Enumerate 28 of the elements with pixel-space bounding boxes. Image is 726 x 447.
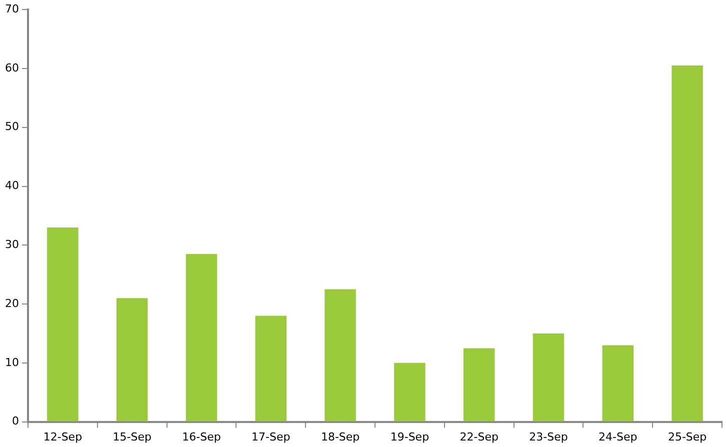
bar [47,227,78,422]
bar [324,289,356,422]
x-tick-label: 16-Sep [182,430,221,444]
x-tick-label: 25-Sep [668,430,707,444]
bar [116,298,148,422]
x-tick-label: 23-Sep [529,430,568,444]
x-tick-label: 15-Sep [112,430,152,444]
y-tick-label: 10 [4,356,19,369]
bar [463,348,495,422]
x-tick-label: 12-Sep [43,430,82,444]
bar [186,254,218,422]
y-tick-label: 70 [4,2,19,16]
x-tick-label: 22-Sep [460,430,498,444]
x-tick-label: 17-Sep [252,430,290,444]
bar [532,333,564,422]
y-tick-label: 40 [4,179,19,192]
bar [394,362,426,422]
x-tick-label: 19-Sep [390,430,430,444]
bar [255,316,287,422]
y-tick-label: 50 [4,120,19,134]
x-tick-label: 18-Sep [320,430,360,444]
x-tick-label: 24-Sep [598,430,638,444]
bar [672,66,703,422]
y-tick-label: 0 [12,414,19,428]
y-tick-label: 60 [4,61,19,74]
bar [602,345,634,422]
y-tick-label: 30 [4,238,19,251]
y-tick-label: 20 [4,296,19,310]
